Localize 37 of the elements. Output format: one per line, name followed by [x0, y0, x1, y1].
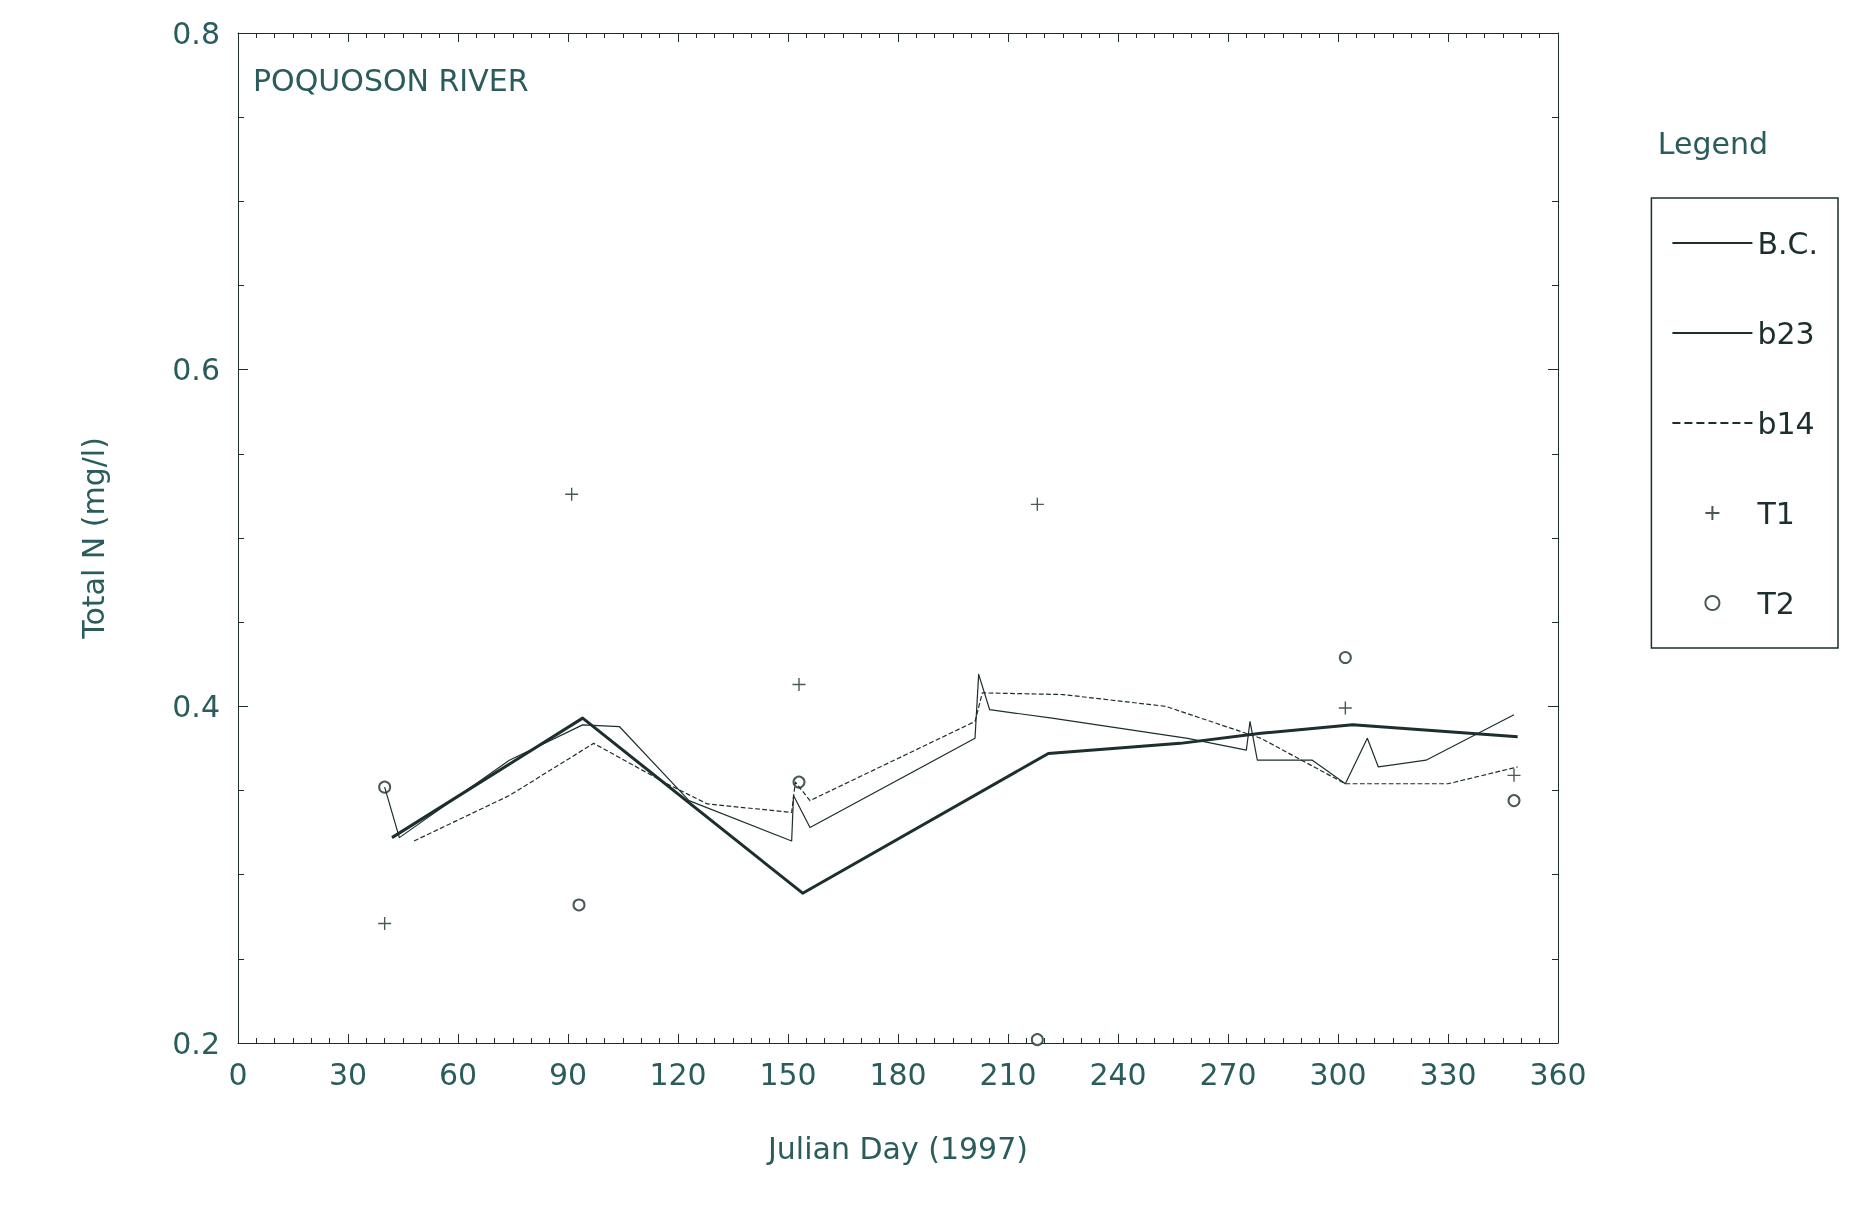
x-tick-label: 60 — [438, 1056, 478, 1092]
point — [1030, 497, 1045, 512]
x-axis-title: Julian Day (1997) — [766, 1130, 1028, 1166]
x-tick-label: 300 — [1309, 1056, 1367, 1092]
x-tick-label: 240 — [1089, 1056, 1147, 1092]
legend-label: B.C. — [1757, 225, 1819, 261]
x-tick-label: 210 — [979, 1056, 1037, 1092]
point — [1507, 794, 1521, 808]
y-tick-label: 0.2 — [172, 1025, 220, 1061]
x-tick-label: 150 — [759, 1056, 817, 1092]
y-tick-label: 0.8 — [172, 15, 220, 51]
point — [1030, 1033, 1044, 1047]
legend-title: Legend — [1657, 125, 1768, 161]
x-tick-label: 0 — [228, 1056, 248, 1092]
x-tick-label: 270 — [1199, 1056, 1257, 1092]
x-tick-label: 180 — [869, 1056, 927, 1092]
point — [378, 780, 392, 794]
point — [377, 916, 392, 931]
point — [572, 898, 586, 912]
y-tick-label: 0.6 — [172, 352, 220, 388]
x-tick-label: 330 — [1419, 1056, 1477, 1092]
y-axis-title: Total N (mg/l) — [75, 437, 111, 640]
x-tick-label: 120 — [649, 1056, 707, 1092]
x-tick-label: 90 — [548, 1056, 588, 1092]
text: POQUOSON RIVER — [253, 62, 529, 98]
point — [791, 677, 807, 692]
point — [1506, 768, 1522, 783]
point — [1338, 700, 1353, 716]
point — [564, 487, 579, 502]
legend-label: b23 — [1757, 315, 1815, 351]
legend-label: T2 — [1756, 585, 1795, 621]
legend-label: T1 — [1756, 495, 1795, 531]
legend-label: b14 — [1757, 405, 1815, 441]
point — [1338, 651, 1352, 665]
x-tick-label: 30 — [328, 1056, 368, 1092]
x-tick-label: 360 — [1529, 1056, 1587, 1092]
y-tick-label: 0.4 — [172, 688, 220, 724]
